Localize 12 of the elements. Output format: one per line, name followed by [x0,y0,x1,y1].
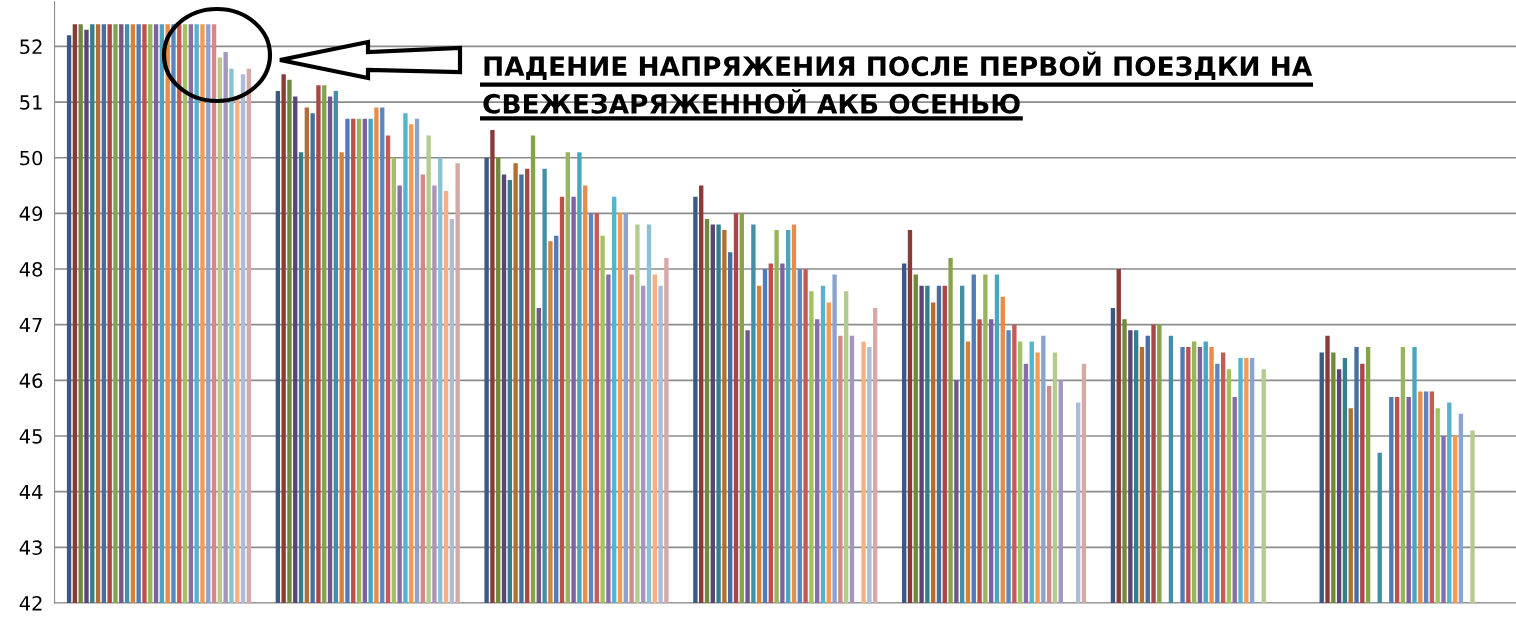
y-tick-label: 42 [19,595,42,611]
y-tick-label: 51 [20,95,42,110]
y-tick-label: 43 [19,540,42,555]
y-tick-label: 44 [19,484,43,500]
y-tick-label: 46 [19,373,43,389]
y-tick-label: 50 [20,150,43,166]
y-tick-label: 48 [19,261,43,277]
y-tick-label: 45 [19,429,42,444]
annotation: ПАДЕНИЕ НАПРЯЖЕНИЯ ПОСЛЕ ПЕРВОЙ ПОЕЗДКИ НА СВЕЖЕЗАРЯЖЕННОЙ АКБ ОСЕНЬЮ [483,51,1313,114]
y-tick-label: 52 [20,39,42,55]
y-tick-label: 47 [19,317,42,333]
y-tick-label: 49 [19,206,43,222]
